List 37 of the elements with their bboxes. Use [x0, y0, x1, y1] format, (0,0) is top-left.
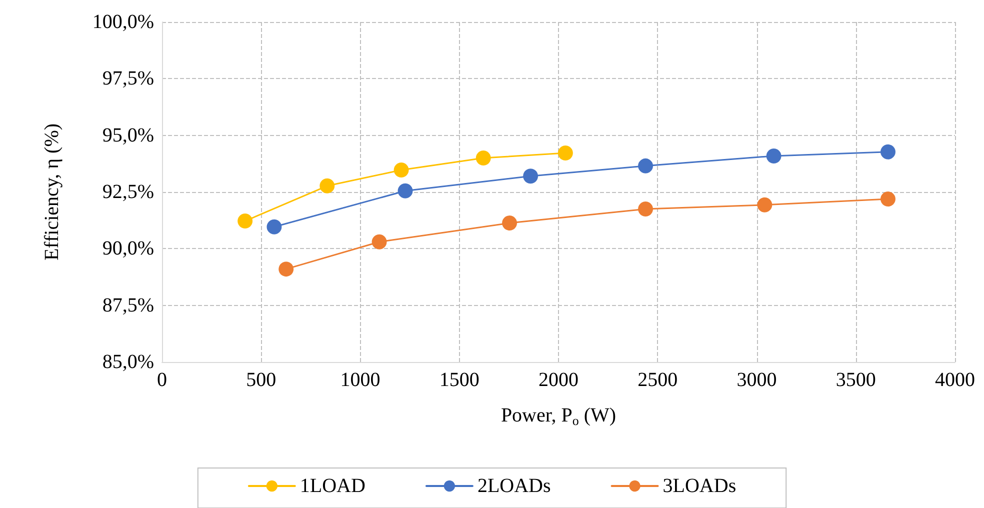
y-tick-label: 87,5% [102, 294, 154, 316]
legend-label: 3LOADs [662, 475, 736, 497]
x-tick-label: 1500 [439, 369, 480, 391]
point [880, 192, 896, 207]
x-tick-label: 3500 [836, 369, 876, 391]
point [757, 197, 772, 212]
legend-label: 2LOADs [477, 475, 551, 497]
y-tick-label: 85,0% [102, 351, 154, 373]
x-tick-label: 0 [157, 369, 167, 391]
y-tick-label: 90,0% [102, 238, 154, 260]
x-tick-label: 1000 [340, 369, 380, 391]
point [638, 202, 654, 216]
point [398, 183, 413, 198]
point [638, 158, 654, 174]
y-tick-label: 100,0% [92, 11, 154, 33]
point [278, 262, 294, 277]
x-tick-label: 3000 [736, 369, 777, 391]
y-tick-label: 92,5% [102, 181, 154, 203]
y-tick-label: 95,0% [102, 124, 154, 146]
x-tick-label: 4000 [935, 369, 975, 391]
y-tick-label: 97,5% [102, 68, 154, 90]
point [266, 219, 282, 234]
x-tick-label: 500 [246, 369, 276, 391]
point [766, 148, 782, 164]
point [394, 162, 409, 178]
x-tick-label: 2500 [638, 369, 678, 391]
point [238, 214, 253, 229]
x-tick-label: 2000 [538, 369, 578, 391]
y-axis-title: Efficiency, η (%) [41, 123, 63, 261]
point [476, 150, 491, 166]
point [320, 178, 335, 194]
point [523, 168, 538, 184]
point [558, 146, 573, 161]
point [880, 144, 896, 160]
point [372, 234, 387, 250]
legend-label: 1LOAD [300, 475, 366, 497]
point [502, 216, 518, 231]
